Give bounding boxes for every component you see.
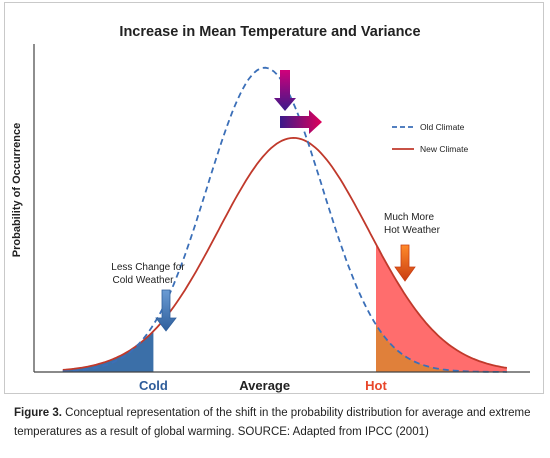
shift-right-arrow-icon — [280, 110, 322, 134]
chart-title: Increase in Mean Temperature and Varianc… — [119, 24, 420, 40]
legend-label-new-climate: New Climate — [420, 144, 468, 154]
caption-text: Conceptual representation of the shift i… — [14, 407, 531, 438]
figure-frame — [4, 2, 544, 394]
annotation-cold-line-1: Less Change for — [111, 262, 185, 273]
figure-caption: Figure 3. Conceptual representation of t… — [14, 404, 544, 442]
new-climate-curve — [62, 136, 508, 371]
caption-label: Figure 3. — [14, 407, 62, 419]
hot-overlap-region — [376, 324, 507, 372]
old-climate-curve — [62, 66, 507, 373]
cold-tail-region — [62, 331, 154, 372]
hot-tail-region — [376, 244, 507, 372]
x-tick-label-cold: Cold — [139, 378, 168, 393]
cold-arrow-icon — [155, 289, 177, 332]
legend: Old Climate New Climate — [392, 122, 468, 154]
annotation-cold-line-2: Cold Weather — [113, 275, 175, 286]
shift-down-arrow-icon — [274, 70, 296, 111]
y-axis-label: Probability of Occurrence — [11, 123, 23, 257]
x-tick-label-average: Average — [239, 378, 290, 393]
annotation-hot-line-1: Much More — [384, 212, 434, 223]
chart: Increase in Mean Temperature and Varianc… — [11, 24, 530, 393]
hot-arrow-icon — [394, 244, 416, 282]
x-tick-label-hot: Hot — [365, 378, 387, 393]
legend-label-old-climate: Old Climate — [420, 122, 465, 132]
annotation-hot-line-2: Hot Weather — [384, 225, 441, 236]
